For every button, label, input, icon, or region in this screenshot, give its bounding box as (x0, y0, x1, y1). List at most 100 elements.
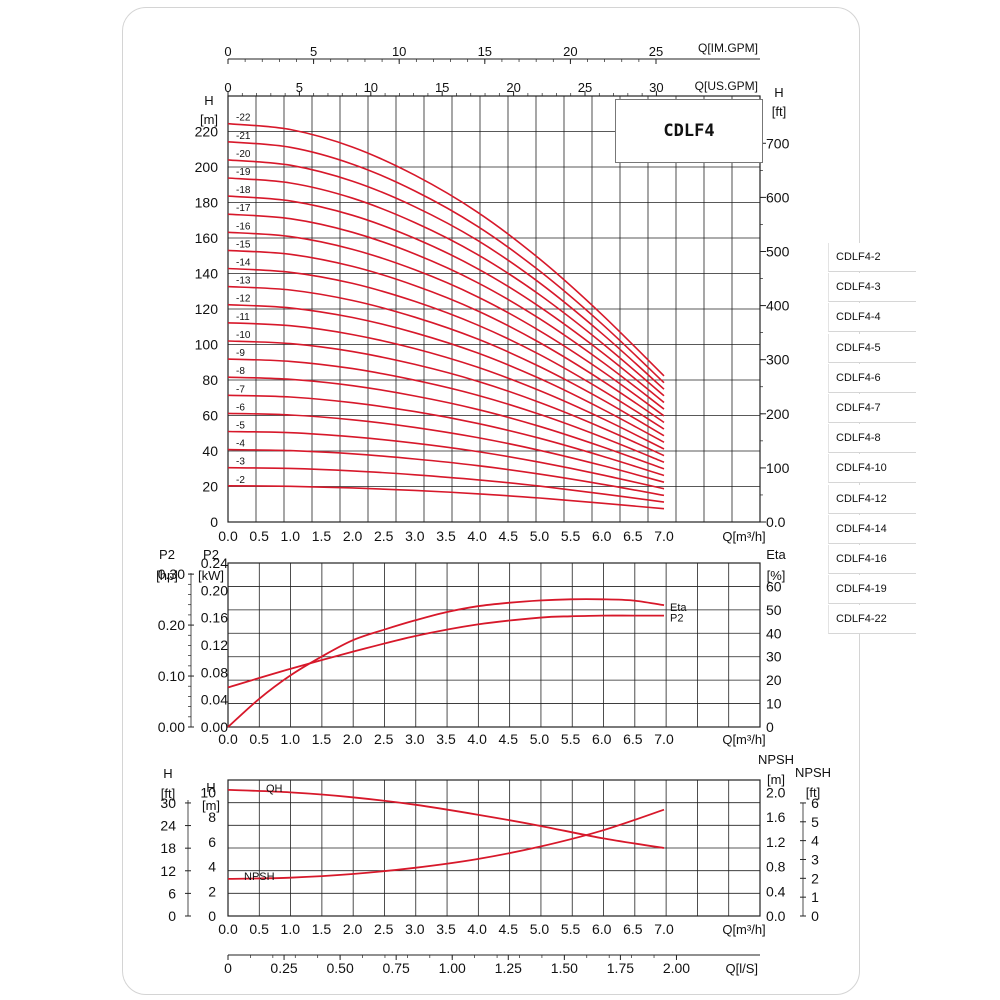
ls-tick-label: 0.50 (326, 960, 353, 976)
qh-curve (227, 141, 665, 384)
qh-curve (227, 322, 665, 450)
npsh-xtick-label: 4.0 (467, 921, 487, 937)
p2-kw-label-name: P2 (203, 547, 219, 562)
qh-curve (227, 485, 665, 510)
qh-curve-label: -17 (236, 203, 251, 214)
model-list-item[interactable]: CDLF4-12 (828, 484, 916, 514)
qh-curve (227, 394, 665, 477)
npsh-xtick-label: 1.0 (281, 921, 301, 937)
npsh-ft-tick: 4 (811, 833, 819, 849)
power-xtick-label: 6.0 (592, 731, 612, 747)
model-list-item[interactable]: CDLF4-3 (828, 273, 916, 303)
npsh-ft-tick: 1 (811, 889, 819, 905)
eta-tick: 10 (766, 696, 782, 712)
npsh-ft-tick: 3 (811, 851, 819, 867)
p2-hp-tick: 0.00 (158, 719, 185, 735)
eta-label-unit: [%] (767, 568, 786, 583)
qh-ytick-right: 700 (766, 135, 790, 151)
model-list-item[interactable]: CDLF4-6 (828, 363, 916, 393)
qh-xtick-label: 3.5 (436, 528, 456, 544)
qh-curve-label: -2 (236, 475, 245, 486)
qh-curve (227, 195, 665, 404)
power-xtick-label: 1.0 (281, 731, 301, 747)
model-list-item[interactable]: CDLF4-10 (828, 454, 916, 484)
qh-xtick-label: 2.5 (374, 528, 394, 544)
p2-kw-tick: 0.24 (201, 555, 228, 571)
eta-tick: 20 (766, 672, 782, 688)
h-ft-tick: 0 (168, 908, 176, 924)
qh-curve-label: -4 (236, 439, 245, 450)
qh-curve-label: -15 (236, 239, 251, 250)
ls-tick-label: 1.75 (607, 960, 634, 976)
qh-curve-label: -14 (236, 258, 251, 269)
model-list-item[interactable]: CDLF4-16 (828, 545, 916, 574)
qh-curve (227, 303, 665, 444)
eta-tick: 30 (766, 649, 782, 665)
qh-curve (227, 285, 665, 437)
qh-curve (227, 466, 665, 503)
ls-axis-label: Q[l/S] (725, 961, 758, 976)
im-gpm-tick-label: 5 (310, 44, 317, 59)
npsh-ft-tick: 0 (811, 908, 819, 924)
h-ft-tick: 18 (160, 840, 176, 856)
qh-ylabel-right-unit: [ft] (772, 104, 786, 119)
power-curve-label-p2: P2 (670, 613, 683, 625)
eta-tick: 50 (766, 602, 782, 618)
qh-curve (227, 159, 665, 390)
p2-kw-tick: 0.08 (201, 664, 228, 680)
npsh-m-tick: 0.0 (766, 908, 786, 924)
qh-ytick-left: 80 (202, 372, 218, 388)
npsh-ft-label-unit: [ft] (806, 785, 820, 800)
power-xtick-label: 5.5 (561, 731, 581, 747)
us-gpm-tick-label: 0 (224, 80, 231, 95)
model-title-box: CDLF4 (615, 99, 763, 163)
qh-ytick-right: 400 (766, 298, 790, 314)
qh-curve-label: -11 (236, 312, 250, 323)
h-ft-label-unit: [ft] (161, 786, 175, 801)
model-list-item[interactable]: CDLF4-7 (828, 394, 916, 423)
power-curve-label-eta: Eta (670, 602, 687, 614)
npsh-xtick-label: 2.0 (343, 921, 363, 937)
qh-curve (227, 177, 665, 397)
qh-xtick-label: 6.0 (592, 528, 612, 544)
model-list-item[interactable]: CDLF4-22 (828, 605, 916, 635)
npsh-m-tick: 0.4 (766, 883, 786, 899)
model-list-item[interactable]: CDLF4-8 (828, 424, 916, 454)
model-list-item[interactable]: CDLF4-2 (828, 243, 916, 272)
qh-curve-label: -18 (236, 185, 251, 196)
p2-kw-tick: 0.00 (201, 719, 228, 735)
qh-ytick-left: 140 (195, 266, 219, 282)
npsh-xtick-label: 0.5 (249, 921, 269, 937)
eta-tick: 40 (766, 625, 782, 641)
npsh-xtick-label: 3.5 (436, 921, 456, 937)
qh-ytick-left: 60 (202, 408, 218, 424)
qh-xtick-label: 7.0 (654, 528, 674, 544)
qh-xtick-label: 5.0 (530, 528, 550, 544)
npsh-xtick-label: 6.0 (592, 921, 612, 937)
qh-curve (227, 430, 665, 490)
ls-tick-label: 1.00 (439, 960, 466, 976)
qh-ytick-left: 200 (195, 159, 219, 175)
qh-xtick-label: 2.0 (343, 528, 363, 544)
qh-curve-label: -16 (236, 221, 251, 232)
model-list-item[interactable]: CDLF4-5 (828, 333, 916, 363)
h-m-tick: 6 (208, 834, 216, 850)
h-ft-tick: 24 (160, 818, 176, 834)
qh-xtick-label: 3.0 (405, 528, 425, 544)
power-xtick-label: 7.0 (654, 731, 674, 747)
model-list-item[interactable]: CDLF4-19 (828, 575, 916, 605)
h-m-tick: 0 (208, 908, 216, 924)
qh-ytick-right: 500 (766, 243, 790, 259)
qh-ylabel-left-unit: [m] (200, 112, 218, 127)
npsh-m-label-unit: [m] (767, 772, 785, 787)
eta-label-name: Eta (766, 547, 786, 562)
npsh-curve-qh (227, 789, 665, 849)
model-list-item[interactable]: CDLF4-4 (828, 303, 916, 333)
npsh-curve-label: NPSH (244, 871, 275, 883)
h-ft-tick: 12 (160, 863, 176, 879)
npsh-m-tick: 1.2 (766, 834, 786, 850)
npsh-xtick-label: 7.0 (654, 921, 674, 937)
qh-curve-label: -19 (236, 167, 251, 178)
us-gpm-tick-label: 10 (364, 80, 378, 95)
model-list-item[interactable]: CDLF4-14 (828, 514, 916, 544)
